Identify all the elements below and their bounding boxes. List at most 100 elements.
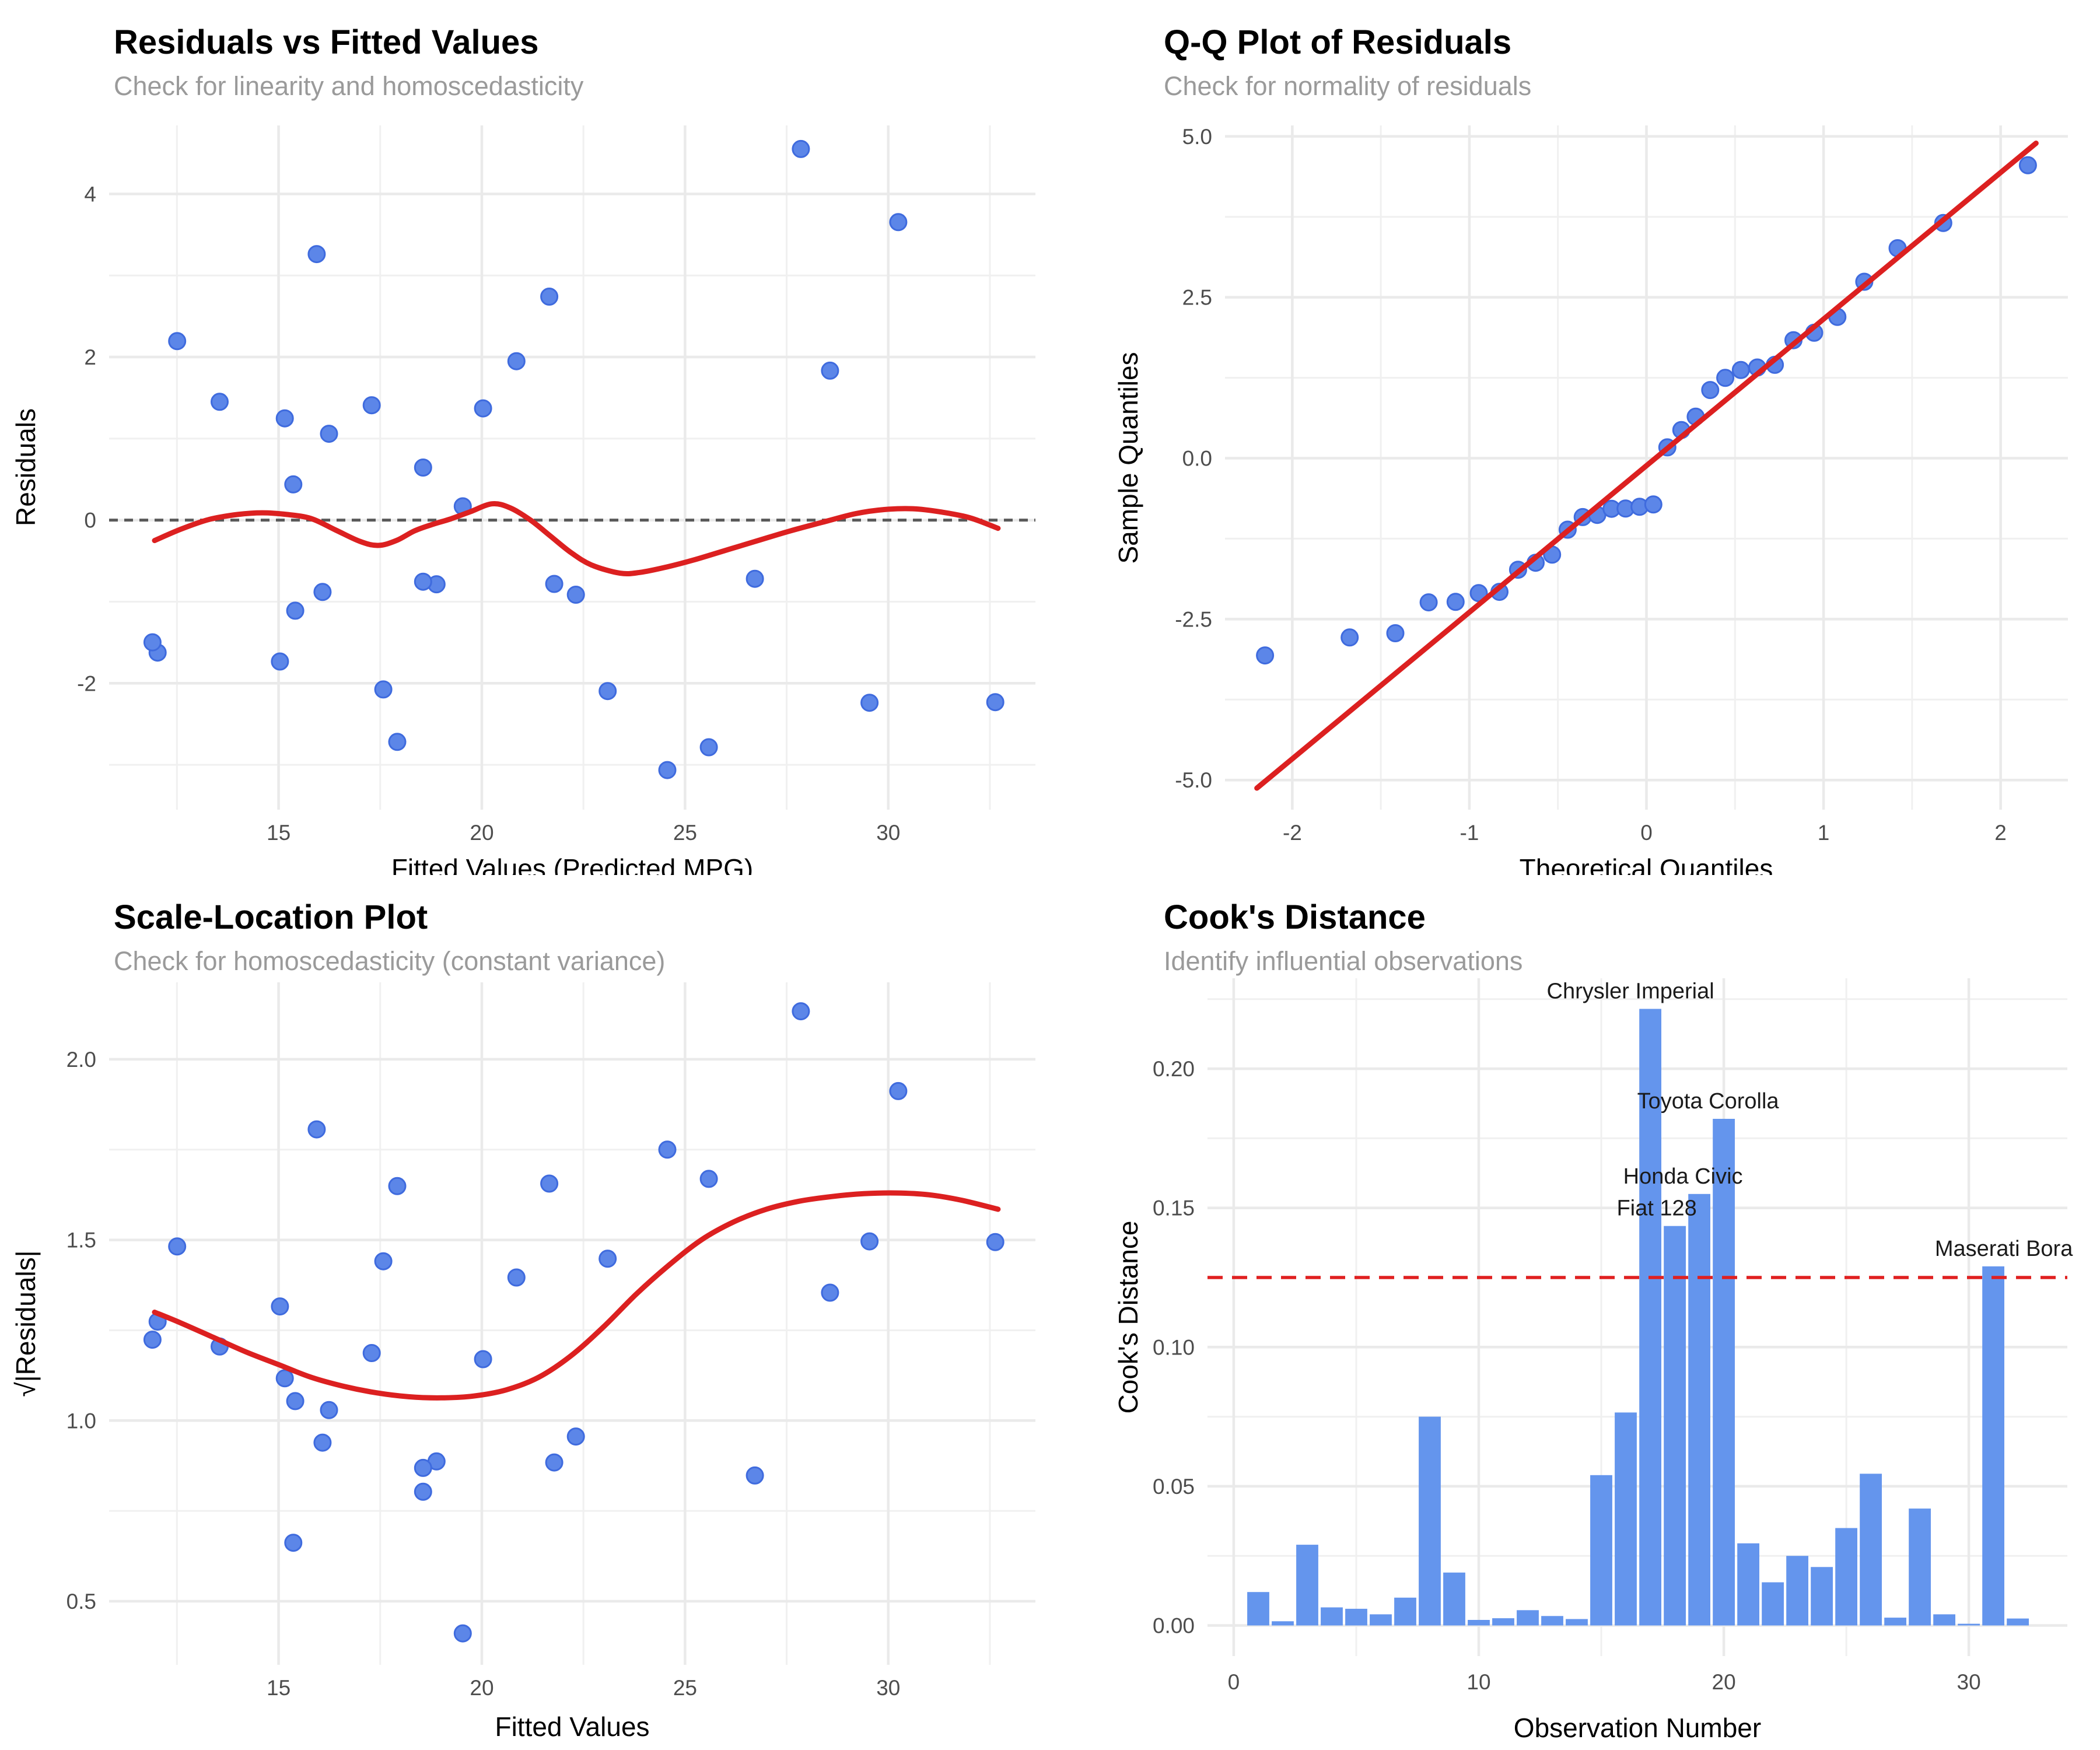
- cooks-bar: [1713, 1119, 1735, 1626]
- plot-area: Chrysler Imperial Toyota Corolla Honda Civ…: [1208, 978, 2073, 1656]
- data-point: [362, 396, 381, 415]
- x-tick-label: 30: [876, 821, 900, 845]
- y-axis-title: Residuals: [10, 408, 41, 526]
- x-tick-label: 0: [1640, 821, 1653, 845]
- data-point: [168, 1237, 187, 1256]
- cooks-bar: [1688, 1194, 1710, 1626]
- bar-label: Chrysler Imperial: [1547, 979, 1714, 1004]
- y-tick-label: 2.0: [66, 1048, 96, 1072]
- x-tick-label: 15: [267, 821, 290, 845]
- plot-area: [1225, 125, 2068, 810]
- x-axis-title: Observation Number: [1514, 1713, 1761, 1743]
- x-tick-label: 1: [1818, 821, 1830, 845]
- data-point: [168, 332, 187, 351]
- bar-label: Fiat 128: [1616, 1196, 1696, 1221]
- data-point: [792, 139, 810, 158]
- data-point: [540, 1174, 559, 1193]
- x-tick-label: -1: [1460, 821, 1479, 845]
- y-tick-label: 2.5: [1182, 286, 1212, 310]
- data-point: [286, 601, 304, 620]
- axis-tick-labels: 0 10 20 30 0.00 0.05 0.10 0.15 0.20: [1153, 1057, 1981, 1694]
- data-point: [545, 1453, 564, 1472]
- data-point: [1340, 628, 1359, 647]
- cooks-bar: [1958, 1623, 1980, 1626]
- data-point: [286, 1392, 304, 1410]
- cooks-bar: [1468, 1620, 1490, 1626]
- y-tick-label: 4: [84, 182, 96, 206]
- data-point: [474, 399, 492, 418]
- data-point: [507, 1268, 526, 1287]
- cooks-bar: [2007, 1618, 2029, 1626]
- residuals-vs-fitted-chart: 15 20 25 30 -2 0 2 4 Residuals vs Fitted Values…: [10, 23, 1035, 875]
- y-tick-label: 0.15: [1153, 1196, 1195, 1220]
- chart-subtitle: Identify influential observations: [1164, 946, 1522, 976]
- cooks-bar: [1786, 1556, 1808, 1626]
- x-tick-label: 25: [673, 821, 697, 845]
- y-axis-title: Sample Quantiles: [1113, 352, 1143, 564]
- data-point: [474, 1350, 492, 1368]
- chart-title: Residuals vs Fitted Values: [114, 23, 539, 61]
- x-tick-label: 15: [267, 1676, 290, 1700]
- x-tick-label: 25: [673, 1676, 697, 1700]
- data-point: [746, 1466, 764, 1485]
- cooks-bar: [1394, 1597, 1416, 1626]
- data-point: [860, 694, 879, 712]
- x-axis-title: Fitted Values: [495, 1712, 649, 1742]
- data-point: [889, 1082, 908, 1100]
- x-tick-label: 0: [1228, 1670, 1240, 1694]
- data-point: [362, 1344, 381, 1362]
- panel-scale-location: 15 20 25 30 0.5 1.0 1.5 2.0 Scale-Location Plot…: [0, 875, 1050, 1750]
- x-tick-label: 30: [1957, 1670, 1981, 1694]
- x-tick-label: 10: [1466, 1670, 1490, 1694]
- qq-line: [1254, 141, 2039, 791]
- x-tick-label: 20: [470, 821, 494, 845]
- x-tick-label: 20: [1712, 1670, 1736, 1694]
- axis-tick-labels: 15 20 25 30 -2 0 2 4: [77, 182, 900, 845]
- data-point: [545, 575, 564, 593]
- x-tick-label: 30: [876, 1676, 900, 1700]
- panel-qq-plot: -2 -1 0 1 2 -5.0 -2.5 0.0 2.5 5.0 Q-Q Plot of Res…: [1050, 0, 2100, 875]
- data-point: [211, 393, 229, 411]
- data-point: [1256, 646, 1275, 665]
- data-point: [307, 245, 326, 264]
- data-point: [275, 409, 294, 428]
- cooks-bar: [1247, 1592, 1269, 1626]
- y-tick-label: 0.20: [1153, 1057, 1195, 1081]
- x-tick-label: 2: [1994, 821, 2007, 845]
- chart-title: Scale-Location Plot: [114, 898, 428, 936]
- data-point: [414, 1458, 432, 1477]
- data-point: [1386, 624, 1405, 642]
- cooks-bar: [1884, 1618, 1906, 1626]
- data-point: [1446, 593, 1465, 611]
- data-point: [143, 1331, 162, 1349]
- data-point: [1701, 381, 1720, 400]
- data-point: [566, 1427, 585, 1446]
- chart-subtitle: Check for homoscedasticity (constant var…: [114, 946, 665, 976]
- y-tick-label: 0.00: [1153, 1614, 1195, 1638]
- bar-label: Toyota Corolla: [1637, 1089, 1780, 1114]
- y-tick-label: 0.5: [66, 1590, 96, 1614]
- data-point: [284, 475, 303, 494]
- data-point: [598, 1250, 617, 1268]
- data-point: [889, 213, 908, 232]
- data-point: [1731, 360, 1750, 379]
- data-point: [658, 1140, 677, 1159]
- cooks-bar: [1933, 1614, 1955, 1626]
- data-point: [699, 1170, 718, 1188]
- y-tick-label: 2: [84, 345, 96, 369]
- data-point: [598, 682, 617, 701]
- bar-label: Maserati Bora: [1935, 1237, 2073, 1261]
- cooks-distance-chart: Chrysler Imperial Toyota Corolla Honda Civ…: [1113, 898, 2073, 1743]
- cooks-bar: [1860, 1474, 1882, 1626]
- y-tick-label: 1.0: [66, 1409, 96, 1433]
- data-point: [746, 569, 764, 588]
- panel-residuals-vs-fitted: 15 20 25 30 -2 0 2 4 Residuals vs Fitted Values…: [0, 0, 1050, 875]
- data-point: [374, 680, 393, 699]
- y-axis-title: √|Residuals|: [10, 1250, 41, 1396]
- plot-area: [109, 125, 1035, 810]
- data-point: [313, 1433, 332, 1452]
- loess-curve: [152, 1190, 1001, 1401]
- data-point: [986, 1233, 1005, 1251]
- data-point: [986, 693, 1005, 712]
